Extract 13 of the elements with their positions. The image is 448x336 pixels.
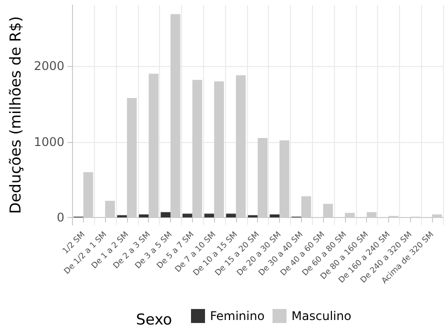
bar bbox=[204, 214, 214, 218]
y-axis-title: Deduções (milhões de R$) bbox=[6, 16, 24, 214]
bar bbox=[138, 214, 149, 218]
y-tick-label: 1000 bbox=[34, 134, 64, 149]
bar bbox=[226, 214, 236, 218]
y-tick-label: 2000 bbox=[34, 59, 64, 74]
legend-label: Masculino bbox=[292, 309, 352, 323]
legend-title: Sexo bbox=[136, 310, 172, 328]
bar bbox=[182, 214, 192, 218]
legend-label: Feminino bbox=[210, 309, 265, 323]
bar bbox=[160, 212, 171, 218]
bar bbox=[270, 214, 280, 218]
y-tick-label: 0 bbox=[56, 210, 64, 224]
